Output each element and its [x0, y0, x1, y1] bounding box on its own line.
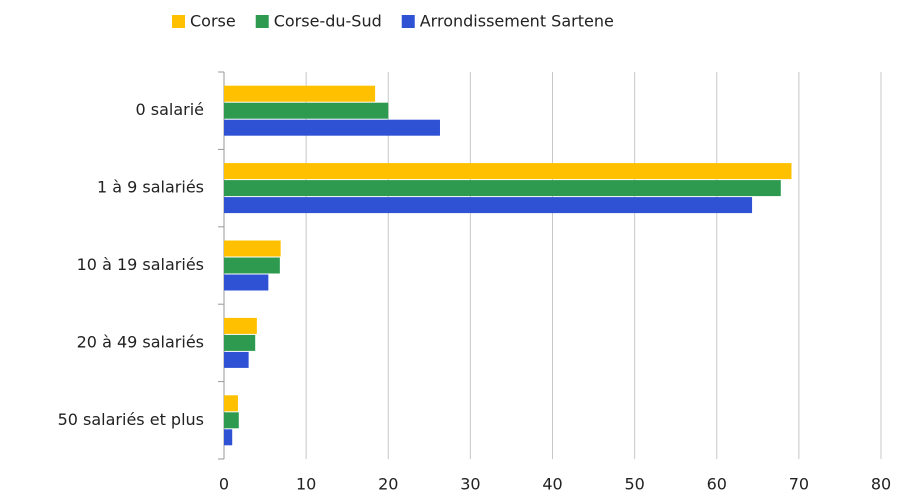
- bar: [224, 163, 792, 180]
- bar: [224, 412, 239, 429]
- bar: [224, 334, 256, 351]
- bar: [224, 429, 233, 446]
- bar: [224, 351, 249, 368]
- x-tick-label: 20: [378, 475, 398, 494]
- x-tick-label: 60: [707, 475, 727, 494]
- x-tick-label: 80: [871, 475, 891, 494]
- bar: [224, 119, 440, 136]
- bar: [224, 240, 281, 257]
- y-tick-label: 10 à 19 salariés: [77, 255, 204, 274]
- legend-label: Corse: [190, 12, 236, 31]
- bar: [224, 85, 376, 102]
- legend-swatch: [401, 15, 415, 28]
- bar: [224, 317, 257, 334]
- y-tick-label: 1 à 9 salariés: [97, 178, 204, 197]
- legend-label: Arrondissement Sartene: [420, 12, 614, 31]
- x-tick-label: 0: [219, 475, 229, 494]
- bar: [224, 274, 269, 291]
- x-tick-label: 40: [542, 475, 562, 494]
- x-tick-label: 70: [789, 475, 809, 494]
- x-tick-label: 30: [460, 475, 480, 494]
- legend-swatch: [255, 15, 269, 28]
- bar: [224, 180, 781, 197]
- x-tick-label: 10: [296, 475, 316, 494]
- legend-label: Corse-du-Sud: [274, 12, 382, 31]
- y-tick-label: 0 salarié: [135, 100, 204, 119]
- x-tick-label: 50: [624, 475, 644, 494]
- bar: [224, 395, 238, 412]
- bar: [224, 197, 753, 214]
- y-tick-label: 50 salariés et plus: [58, 410, 204, 429]
- legend-swatch: [172, 15, 185, 28]
- bar: [224, 257, 280, 274]
- bar: [224, 102, 389, 119]
- y-tick-label: 20 à 49 salariés: [77, 332, 204, 351]
